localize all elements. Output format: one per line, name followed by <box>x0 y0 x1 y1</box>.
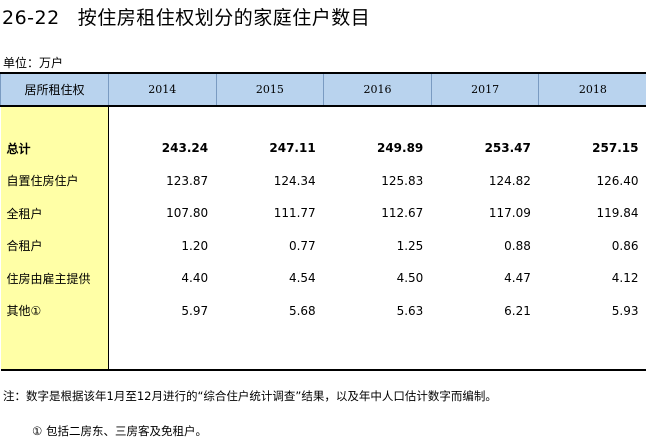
row-label: 全租户 <box>0 197 109 230</box>
row-label: 合租户 <box>0 229 109 262</box>
cell: 4.40 <box>181 271 209 286</box>
cell: 5.93 <box>611 303 639 318</box>
page-title: 26-22 按住房租住权划分的家庭住户数目 <box>2 6 370 30</box>
cell: 253.47 <box>484 141 531 156</box>
cell: 111.77 <box>273 206 316 221</box>
cell: 117.09 <box>488 206 531 221</box>
cell: 0.88 <box>504 238 531 253</box>
cell: 249.89 <box>376 141 424 156</box>
row-label: 住房由雇主提供 <box>0 262 109 295</box>
table-row: 其他① 5.97 5.68 5.63 6.21 5.93 <box>0 294 647 327</box>
table-row: 全租户 107.80 111.77 112.67 117.09 119.84 <box>0 197 647 230</box>
cell: 4.47 <box>504 271 531 286</box>
table-row: 合租户 1.20 0.77 1.25 0.88 0.86 <box>0 229 647 262</box>
cell: 6.21 <box>504 303 531 318</box>
header-year: 2018 <box>538 72 647 107</box>
cell: 257.15 <box>592 141 639 156</box>
cell: 0.86 <box>611 238 639 253</box>
table-row: 自置住房住户 123.87 124.34 125.83 124.82 126.4… <box>0 164 647 197</box>
table-row: 住房由雇主提供 4.40 4.54 4.50 4.47 4.12 <box>0 262 647 295</box>
row-label: 其他① <box>0 294 109 327</box>
table-id: 26-22 <box>2 7 60 29</box>
row-label: 总计 <box>0 132 109 165</box>
table-row: 总计 243.24 247.11 249.89 253.47 257.15 <box>0 132 647 165</box>
cell: 119.84 <box>596 206 639 221</box>
row-label: 自置住房住户 <box>0 164 109 197</box>
header-year: 2017 <box>431 72 540 107</box>
table-note: 注：数字是根据该年1月至12月进行的“综合住户统计调查”结果，以及年中人口估计数… <box>3 389 497 403</box>
cell: 5.97 <box>181 303 209 318</box>
cell: 107.80 <box>166 206 209 221</box>
cell: 1.20 <box>181 238 209 253</box>
cell: 5.63 <box>396 303 424 318</box>
cell: 124.82 <box>488 173 531 188</box>
cell: 4.54 <box>288 271 316 286</box>
cell: 125.83 <box>381 173 424 188</box>
stats-table: 居所租住权 2014 2015 2016 2017 2018 总计 243.24… <box>0 72 647 371</box>
header-year: 2015 <box>216 72 325 107</box>
cell: 247.11 <box>269 141 316 156</box>
header-year: 2016 <box>323 72 432 107</box>
cell: 243.24 <box>161 141 209 156</box>
cell: 112.67 <box>381 206 424 221</box>
header-stub: 居所租住权 <box>0 72 109 107</box>
cell: 1.25 <box>396 238 424 253</box>
cell: 126.40 <box>596 173 639 188</box>
cell: 123.87 <box>166 173 209 188</box>
unit-label: 单位：万户 <box>3 56 64 70</box>
header-row: 居所租住权 2014 2015 2016 2017 2018 <box>0 72 647 107</box>
table-footnote: ① 包括二房东、三房客及免租户。 <box>32 424 207 438</box>
cell: 4.50 <box>396 271 424 286</box>
bottom-spacer-row <box>0 327 647 371</box>
cell: 0.77 <box>288 238 316 253</box>
spacer-row <box>0 106 647 132</box>
header-year: 2014 <box>108 72 217 107</box>
cell: 124.34 <box>273 173 316 188</box>
cell: 5.68 <box>288 303 316 318</box>
table-title: 按住房租住权划分的家庭住户数目 <box>77 7 371 29</box>
cell: 4.12 <box>611 271 639 286</box>
